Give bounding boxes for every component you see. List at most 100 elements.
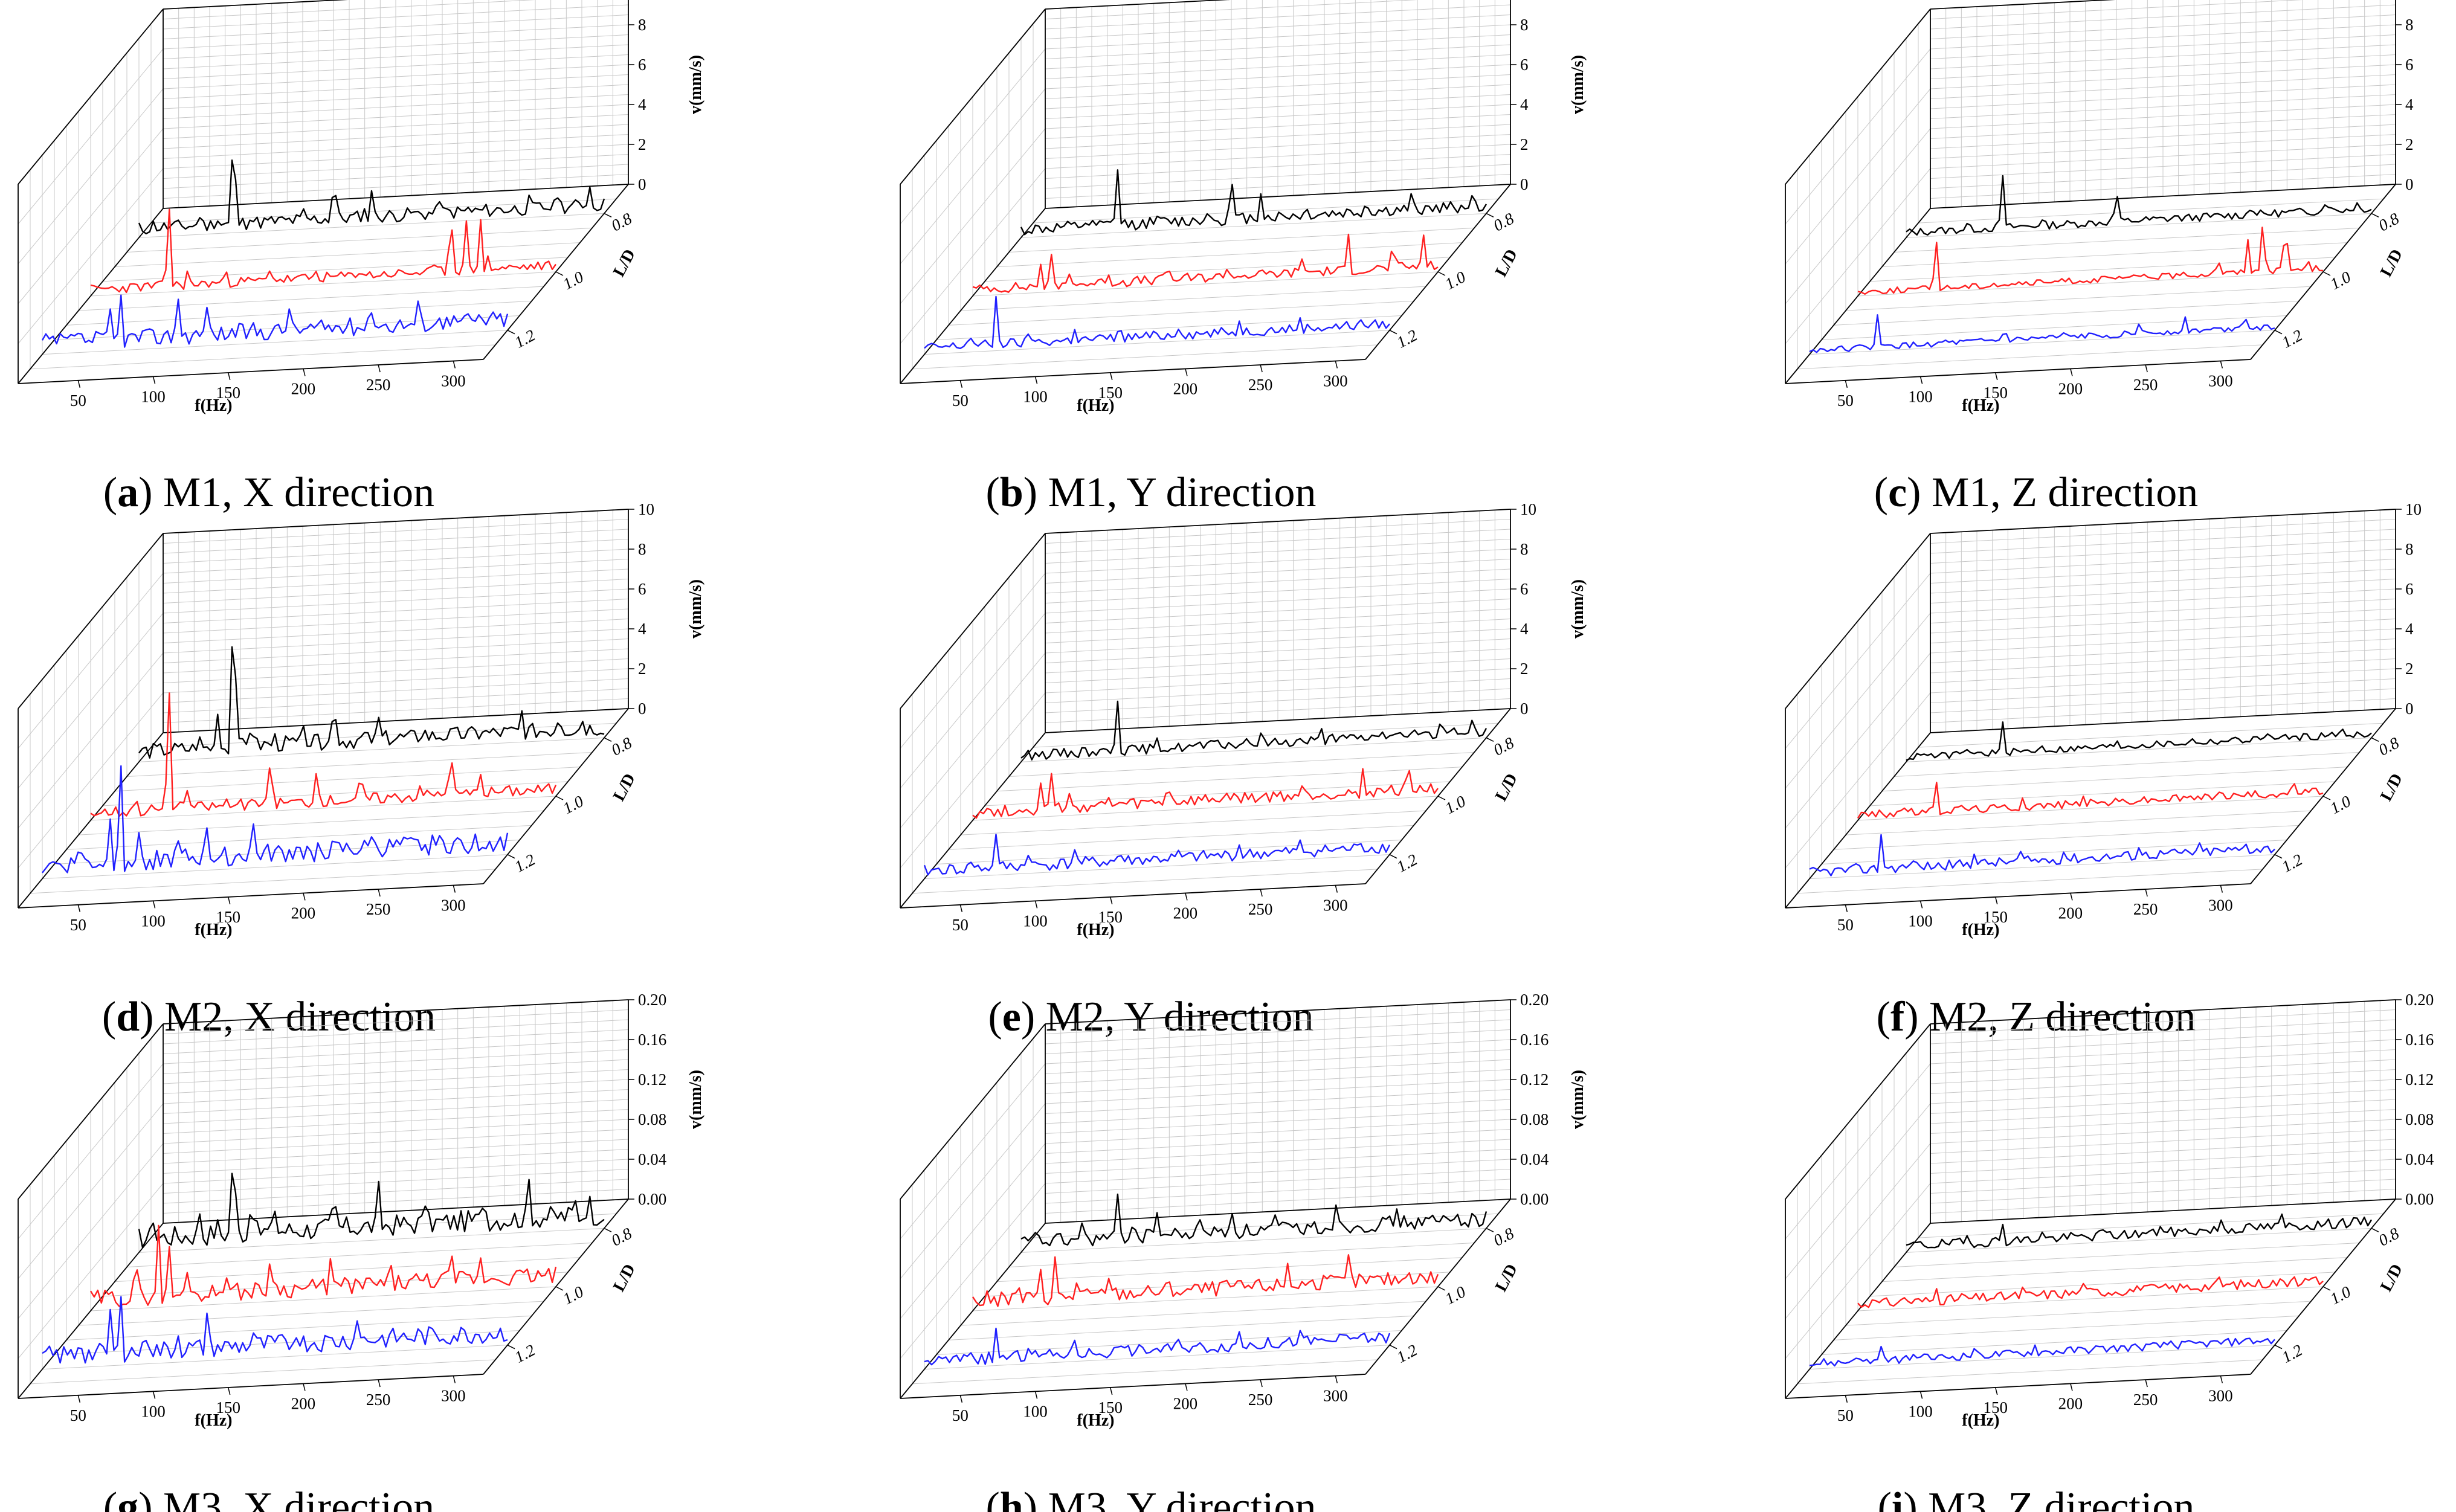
x-tick-label: 50 [70, 1406, 86, 1424]
floor-gridline [1809, 854, 2275, 880]
x-tick-mark [959, 380, 963, 388]
depth-tick-mark [1486, 213, 1494, 218]
z-tick-label: 10 [1520, 500, 1536, 518]
depth-axis-title: L/D [610, 246, 639, 280]
axis-frame-edge [1930, 708, 2396, 733]
axis-frame-edge [1785, 732, 1931, 909]
z-tick-label: 0.00 [638, 1190, 666, 1208]
z-tick-label: 0 [2405, 700, 2414, 718]
z-tick-label: 2 [638, 660, 646, 678]
floor-gridline [960, 286, 1426, 311]
axis-frame-edge [1785, 1223, 1931, 1399]
x-tick-label: 300 [441, 1387, 466, 1405]
panel-caption: (b) M1, Y direction [986, 469, 1317, 516]
floor-gridline [1821, 840, 2287, 864]
x-tick-label: 100 [1023, 387, 1048, 405]
floor-gridline [1020, 213, 1487, 238]
series-line-0.8 [1906, 1213, 2373, 1249]
floor-gridline [30, 869, 496, 894]
floor-gridline [102, 1272, 569, 1297]
panel-h: 50 100 150 200 250 300 f(Hz) 0.00 0.04 0.08 0.12 0.… [900, 991, 1587, 1512]
panel-caption: (a) M1, X direction [103, 469, 434, 516]
x-tick-label: 100 [141, 1402, 166, 1420]
caption-letter: d [116, 994, 140, 1040]
axis-frame-edge [1930, 0, 2116, 10]
x-tick-label: 250 [1248, 376, 1273, 394]
floor-gridline [1857, 271, 2324, 297]
x-tick-mark [1335, 361, 1338, 368]
caption-open-paren: ( [986, 1484, 1000, 1512]
series-line-1.0 [1857, 782, 2324, 819]
floor-gridline [78, 286, 544, 311]
caption-open-paren: ( [986, 469, 1000, 516]
floor-gridline [42, 1345, 508, 1370]
depth-tick-mark [555, 1286, 564, 1291]
x-tick-mark [152, 901, 156, 909]
depth-tick-label: 1.0 [2327, 1282, 2354, 1308]
panel-c: 50 100 150 200 250 300 f(Hz) 0 2 4 6 8 10 v(mm/s) 0.8 1… [1785, 0, 2456, 516]
depth-tick-label: 0.8 [608, 733, 635, 759]
depth-tick-label: 1.0 [2327, 792, 2354, 818]
depth-tick-label: 1.2 [1394, 1341, 1420, 1366]
x-tick-mark [2220, 885, 2223, 893]
caption-open-paren: ( [102, 994, 116, 1040]
axis-frame-edge [163, 999, 629, 1025]
axis-frame-edge [900, 533, 1046, 709]
floor-gridline [1869, 257, 2336, 282]
axis-frame-edge [163, 708, 629, 733]
x-tick-label: 100 [1908, 387, 1933, 405]
floor-gridline [1008, 1243, 1475, 1267]
floor-gridline [30, 1359, 496, 1385]
z-axis-title: v(mm/s) [2454, 1070, 2456, 1129]
left-wall-gridline [900, 1143, 1046, 1319]
series-line-1.0 [972, 768, 1439, 819]
floor-gridline [912, 869, 1378, 894]
left-wall-gridline [18, 88, 164, 265]
depth-axis-title: L/D [1492, 771, 1521, 805]
left-wall-gridline [18, 613, 164, 789]
left-wall-gridline [900, 48, 1046, 225]
x-axis-title: f(Hz) [1077, 921, 1114, 939]
caption-letter: f [1890, 994, 1905, 1040]
depth-tick-mark [507, 1344, 515, 1350]
depth-tick-mark [2371, 213, 2379, 218]
left-wall-gridline [18, 1183, 164, 1359]
x-tick-label: 200 [1173, 904, 1198, 922]
x-tick-mark [453, 361, 456, 368]
x-tick-mark [303, 368, 306, 376]
depth-tick-mark [2274, 1344, 2283, 1350]
x-axis-title: f(Hz) [1962, 921, 1999, 939]
x-tick-label: 50 [1837, 916, 1854, 934]
x-tick-mark [1110, 372, 1113, 381]
z-tick-label: 0.00 [1520, 1190, 1549, 1208]
depth-axis-title: L/D [1492, 1261, 1521, 1295]
z-axis-title: v(mm/s) [1568, 55, 1587, 114]
series-line-1.0 [972, 1254, 1439, 1307]
axis-frame-edge [18, 732, 164, 909]
z-axis-title: v(mm/s) [1568, 1070, 1587, 1129]
floor-gridline [1809, 330, 2275, 355]
z-tick-label: 2 [1520, 660, 1529, 678]
z-tick-label: 8 [1520, 540, 1529, 558]
axis-frame-edge [1785, 533, 1931, 709]
caption-open-paren: ( [103, 469, 117, 516]
floor-gridline [1797, 344, 2263, 370]
axis-frame-edge [1785, 208, 1931, 384]
floor-gridline [90, 1286, 556, 1311]
x-tick-label: 200 [291, 1394, 316, 1412]
left-wall-gridline [18, 573, 164, 749]
depth-tick-label: 1.2 [512, 851, 538, 876]
floor-gridline [102, 257, 569, 282]
depth-axis-title: L/D [610, 771, 639, 805]
depth-tick-label: 0.8 [1491, 1224, 1517, 1250]
floor-gridline [1845, 1301, 2312, 1326]
floor-gridline [924, 1345, 1390, 1370]
left-wall-gridline [900, 1063, 1046, 1240]
x-tick-mark [453, 885, 456, 893]
x-tick-mark [1335, 885, 1338, 893]
x-tick-mark [2145, 364, 2148, 373]
floor-gridline [1821, 315, 2287, 340]
floor-gridline [42, 330, 508, 355]
axis-frame-edge [18, 359, 484, 384]
caption-open-paren: ( [1878, 1484, 1892, 1512]
